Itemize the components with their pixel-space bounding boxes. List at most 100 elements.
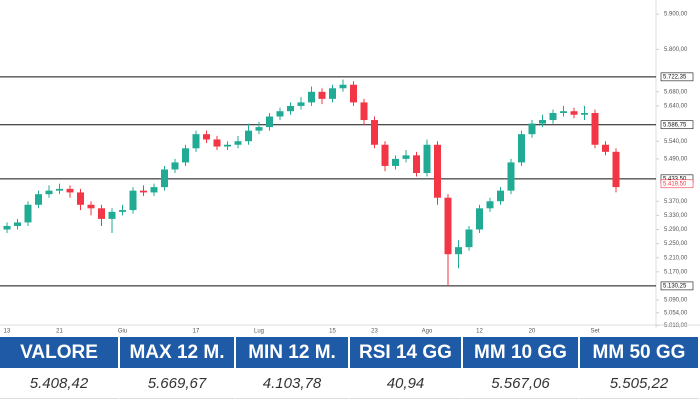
candle-body — [87, 204, 95, 209]
y-tick-label: 5.800,00 — [664, 47, 688, 53]
candle-body — [255, 127, 263, 131]
x-tick-label: Set — [590, 329, 599, 335]
x-tick-label: Lug — [254, 329, 264, 335]
candle-body — [98, 208, 105, 219]
candle-body — [297, 102, 305, 106]
candle-body — [213, 139, 221, 147]
candle-body — [602, 144, 609, 152]
candle-body — [45, 190, 53, 195]
level-box — [660, 120, 694, 130]
candle-body — [528, 123, 536, 135]
candle-body — [287, 105, 294, 112]
candle-body — [182, 148, 189, 163]
candle-body — [77, 192, 84, 205]
candle-body — [56, 188, 63, 191]
x-tick-label: 12 — [476, 329, 483, 335]
candle-body — [171, 162, 179, 170]
y-tick-label: 5.210,00 — [664, 255, 688, 261]
candle-body — [402, 155, 410, 159]
table-cell: 40,94 — [350, 368, 463, 399]
candle-body — [360, 102, 368, 121]
candle-body — [455, 247, 462, 255]
candle-body — [66, 188, 74, 193]
y-tick-label: 5.900,00 — [664, 12, 688, 18]
candle-body — [581, 112, 588, 115]
table-header: MM 50 GG — [580, 337, 700, 368]
candle-body — [476, 208, 483, 230]
candle-body — [308, 91, 315, 103]
candle-body — [203, 134, 210, 140]
candle-body — [161, 169, 168, 188]
candle-body — [560, 111, 567, 113]
y-tick-label: 5.090,00 — [664, 298, 688, 304]
candle-body — [24, 204, 32, 223]
last-price-box — [660, 179, 694, 189]
y-tick-label: 5.540,00 — [664, 139, 688, 145]
candle-body — [413, 155, 420, 174]
candle-body — [329, 88, 336, 99]
candle-body — [591, 112, 599, 145]
y-tick-label: 5.170,00 — [664, 269, 688, 275]
candle-body — [539, 120, 546, 124]
y-tick-label: 5.250,00 — [664, 241, 688, 247]
level-label: 5.130,25 — [663, 283, 687, 289]
x-tick-label: Ago — [422, 329, 433, 335]
candle-body — [129, 190, 137, 211]
candle-body — [318, 91, 326, 99]
candle-body — [465, 229, 473, 248]
level-box — [660, 72, 694, 82]
y-tick-label: 5.490,00 — [664, 156, 688, 162]
y-tick-label: 5.640,00 — [664, 103, 688, 109]
candle-body — [245, 130, 252, 142]
table-header: RSI 14 GG — [350, 337, 463, 368]
level-label: 5.433,50 — [663, 176, 687, 182]
candle-body — [119, 210, 126, 212]
table-cell: 4.103,78 — [236, 368, 350, 399]
y-tick-label: 5.370,00 — [664, 199, 688, 205]
candle-body — [518, 134, 525, 163]
level-box — [660, 281, 694, 291]
x-tick-label: 17 — [193, 329, 200, 335]
candle-body — [507, 162, 515, 191]
y-tick-label: 5.330,00 — [664, 213, 688, 219]
candle-body — [612, 151, 620, 188]
table-cell: 5.505,22 — [580, 368, 700, 399]
candle-body — [140, 190, 147, 193]
candle-body — [339, 84, 347, 89]
candle-body — [35, 194, 42, 205]
candle-body — [108, 211, 116, 219]
table-header: VALORE — [0, 337, 120, 368]
candle-body — [224, 144, 231, 147]
x-tick-label: 20 — [529, 329, 536, 335]
table-cell: 5.408,42 — [0, 368, 120, 399]
candle-body — [276, 111, 284, 117]
table-header: MM 10 GG — [463, 337, 580, 368]
x-tick-label: 23 — [371, 329, 378, 335]
x-tick-label: Giu — [118, 329, 127, 335]
table-header: MAX 12 M. — [120, 337, 236, 368]
candle-body — [392, 158, 399, 166]
table-header: MIN 12 M. — [236, 337, 350, 368]
candle-body — [549, 112, 557, 121]
candle-body — [3, 225, 11, 230]
candle-body — [570, 111, 578, 115]
candle-body — [350, 84, 357, 103]
candle-body — [381, 144, 389, 166]
candle-body — [266, 116, 273, 128]
candle-body — [497, 190, 504, 202]
candle-body — [371, 120, 378, 145]
candle-body — [486, 201, 494, 209]
level-label: 5.722,35 — [663, 74, 687, 80]
candle-body — [192, 134, 200, 149]
x-tick-label: 21 — [56, 329, 63, 335]
x-tick-label: 13 — [4, 329, 11, 335]
chart: 5.900,00 5.800,00 5.680,00 5.640,00 5.540,00… — [0, 0, 700, 335]
level-label: 5.586,75 — [663, 122, 687, 128]
candle-body — [434, 144, 441, 198]
y-tick-label: 5.054,00 — [664, 310, 688, 316]
candle-body — [150, 187, 158, 193]
y-tick-label: 5.018,00 — [664, 323, 688, 329]
x-tick-label: 15 — [329, 329, 336, 335]
table-cell: 5.669,67 — [120, 368, 236, 399]
